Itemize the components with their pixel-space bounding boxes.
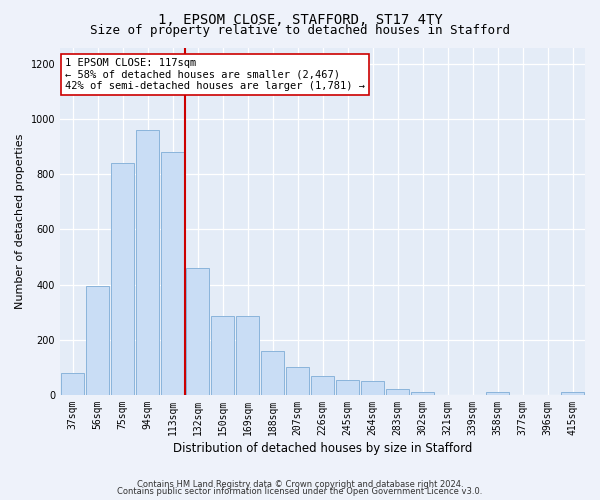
Text: Contains HM Land Registry data © Crown copyright and database right 2024.: Contains HM Land Registry data © Crown c… [137,480,463,489]
Bar [236,316,259,395]
Text: Size of property relative to detached houses in Stafford: Size of property relative to detached ho… [90,24,510,37]
Bar [211,316,235,395]
Bar [136,130,160,395]
Text: Contains public sector information licensed under the Open Government Licence v3: Contains public sector information licen… [118,487,482,496]
Y-axis label: Number of detached properties: Number of detached properties [15,134,25,309]
Bar [560,392,584,395]
Bar [286,368,310,395]
Bar [311,376,334,395]
Bar [86,286,109,395]
Bar [185,268,209,395]
Bar [110,164,134,395]
Text: 1, EPSOM CLOSE, STAFFORD, ST17 4TY: 1, EPSOM CLOSE, STAFFORD, ST17 4TY [158,12,442,26]
Bar [410,392,434,395]
Bar [61,373,85,395]
Bar [386,390,409,395]
Bar [361,381,385,395]
Bar [485,392,509,395]
X-axis label: Distribution of detached houses by size in Stafford: Distribution of detached houses by size … [173,442,472,455]
Bar [161,152,184,395]
Text: 1 EPSOM CLOSE: 117sqm
← 58% of detached houses are smaller (2,467)
42% of semi-d: 1 EPSOM CLOSE: 117sqm ← 58% of detached … [65,58,365,91]
Bar [260,351,284,395]
Bar [335,380,359,395]
